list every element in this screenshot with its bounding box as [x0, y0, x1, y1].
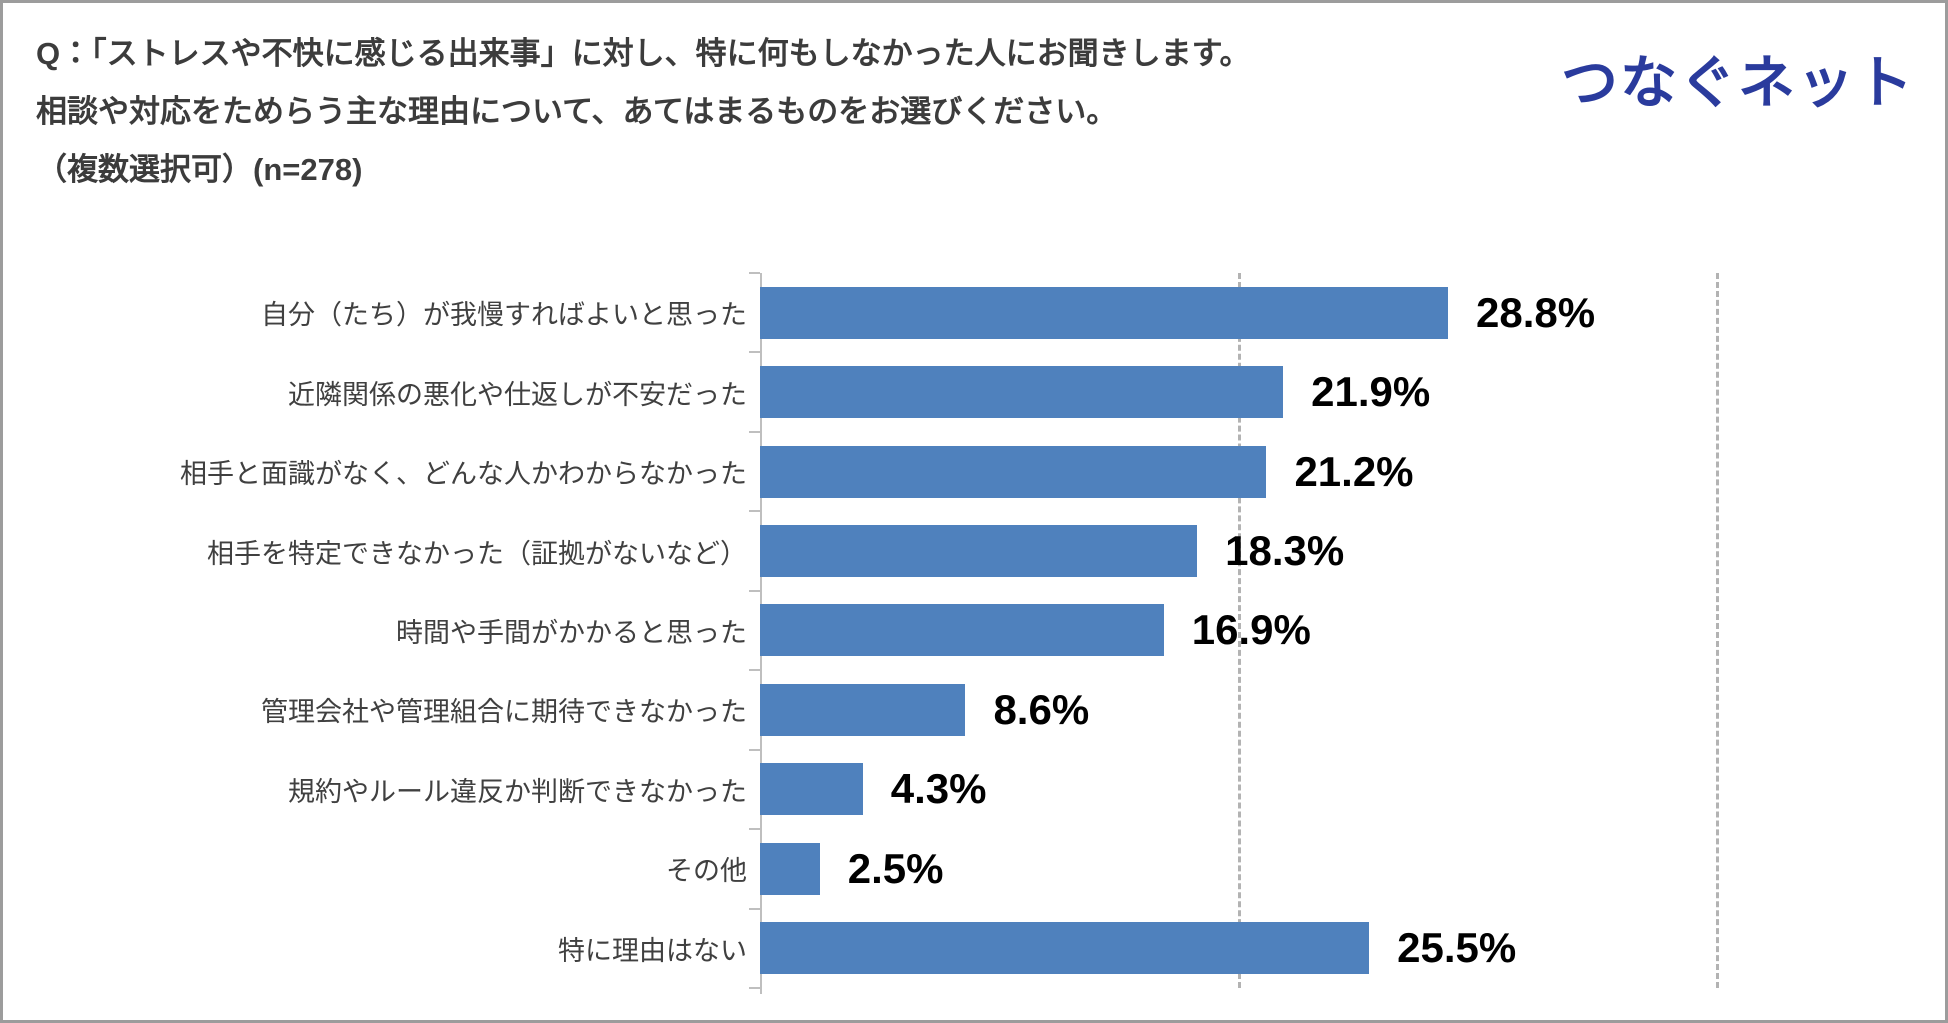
chart-row: 規約やルール違反か判断できなかった 4.3%	[3, 750, 1835, 829]
bar-chart: 自分（たち）が我慢すればよいと思った 28.8% 近隣関係の悪化や仕返しが不安だ…	[3, 272, 1835, 994]
value-label: 2.5%	[847, 844, 944, 892]
bar-track: 2.5%	[760, 829, 1835, 908]
bar-track: 21.9%	[760, 352, 1835, 431]
bar-track: 28.8%	[760, 273, 1835, 352]
question-note: （複数選択可）(n=278)	[36, 152, 363, 187]
bar-track: 21.2%	[760, 432, 1835, 511]
chart-rows: 自分（たち）が我慢すればよいと思った 28.8% 近隣関係の悪化や仕返しが不安だ…	[3, 273, 1835, 988]
category-label: 近隣関係の悪化や仕返しが不安だった	[288, 379, 747, 410]
axis-tick	[749, 748, 760, 751]
value-label: 28.8%	[1476, 288, 1596, 336]
category-label: 特に理由はない	[558, 935, 747, 966]
category-label: 規約やルール違反か判断できなかった	[288, 776, 747, 807]
axis-tick	[749, 510, 760, 513]
question-line-1: Q：「ストレスや不快に感じる出来事」に対し、特に何もしなかった人にお聞きします。	[36, 36, 1251, 71]
chart-row: 自分（たち）が我慢すればよいと思った 28.8%	[3, 273, 1835, 352]
bar	[760, 842, 820, 895]
chart-row: 管理会社や管理組合に期待できなかった 8.6%	[3, 670, 1835, 749]
bar	[760, 683, 966, 736]
bar	[760, 604, 1164, 657]
chart-row: 近隣関係の悪化や仕返しが不安だった 21.9%	[3, 352, 1835, 431]
value-label: 8.6%	[993, 685, 1090, 733]
axis-tick	[749, 828, 760, 831]
axis-tick	[749, 907, 760, 910]
category-label: その他	[666, 856, 747, 887]
chart-row: 特に理由はない 25.5%	[3, 909, 1835, 988]
value-label: 16.9%	[1191, 606, 1311, 654]
bar-track: 16.9%	[760, 591, 1835, 670]
value-label: 25.5%	[1397, 924, 1517, 972]
question-line-2: 相談や対応をためらう主な理由について、あてはまるものをお選びください。	[36, 94, 1118, 129]
axis-tick	[749, 987, 760, 989]
axis-tick	[749, 669, 760, 672]
value-label: 21.9%	[1311, 368, 1431, 416]
gridline-20pct	[1237, 273, 1241, 988]
bar-track: 25.5%	[760, 909, 1835, 988]
value-label: 4.3%	[890, 765, 987, 813]
question-header: Q：「ストレスや不快に感じる出来事」に対し、特に何もしなかった人にお聞きします。…	[36, 25, 1251, 199]
axis-tick	[749, 589, 760, 592]
category-label: 時間や手間がかかると思った	[396, 617, 747, 648]
chart-row: 相手を特定できなかった（証拠がないなど） 18.3%	[3, 511, 1835, 590]
chart-row: その他 2.5%	[3, 829, 1835, 908]
bar	[760, 922, 1370, 975]
chart-row: 相手と面識がなく、どんな人かわからなかった 21.2%	[3, 432, 1835, 511]
bar-track: 4.3%	[760, 750, 1835, 829]
bar	[760, 366, 1284, 419]
bar-track: 8.6%	[760, 670, 1835, 749]
category-label: 相手と面識がなく、どんな人かわからなかった	[180, 459, 747, 490]
category-label: 管理会社や管理組合に期待できなかった	[261, 697, 747, 728]
bar	[760, 445, 1267, 498]
category-label: 相手を特定できなかった（証拠がないなど）	[207, 538, 747, 569]
brand-logo: つなぐネット	[1561, 51, 1915, 115]
gridline-40pct	[1715, 273, 1719, 988]
value-label: 18.3%	[1225, 527, 1345, 575]
bar-track: 18.3%	[760, 511, 1835, 590]
bar	[760, 525, 1198, 578]
axis-tick	[749, 430, 760, 433]
axis-tick	[749, 272, 760, 274]
axis-tick	[749, 351, 760, 354]
category-label: 自分（たち）が我慢すればよいと思った	[261, 300, 747, 331]
bar	[760, 763, 863, 816]
bar	[760, 286, 1448, 339]
chart-row: 時間や手間がかかると思った 16.9%	[3, 591, 1835, 670]
value-label: 21.2%	[1294, 447, 1414, 495]
